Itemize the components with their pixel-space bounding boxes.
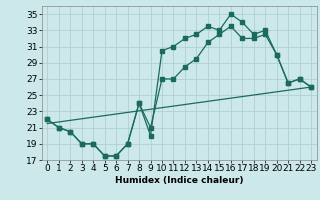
X-axis label: Humidex (Indice chaleur): Humidex (Indice chaleur) — [115, 176, 244, 185]
